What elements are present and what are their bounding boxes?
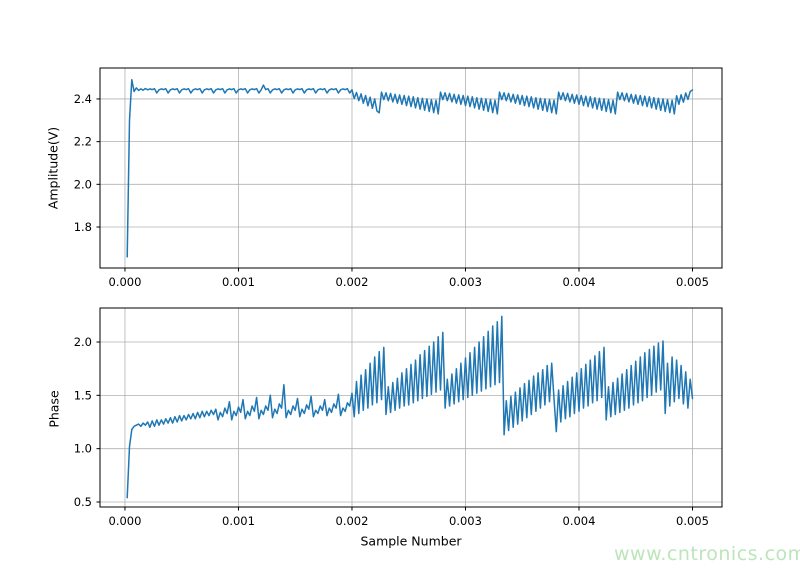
x-tick-label: 0.001 — [222, 514, 255, 528]
axes-frame — [99, 67, 723, 269]
x-tick-label: 0.004 — [563, 514, 596, 528]
amplitude-data-line — [126, 78, 694, 258]
y-tick-label: 2.0 — [74, 335, 92, 349]
x-tick-label: 0.004 — [563, 275, 596, 289]
x-tick-label: 0.001 — [222, 275, 255, 289]
x-tick-label: 0.003 — [449, 514, 482, 528]
x-tick-label: 0.005 — [676, 275, 709, 289]
y-tick-label: 2.0 — [74, 177, 92, 191]
x-tick-label: 0.003 — [449, 275, 482, 289]
y-tick-label: 1.0 — [74, 442, 92, 456]
y-tick-label: 1.5 — [74, 388, 92, 402]
y-tick-label: 2.2 — [74, 135, 92, 149]
y-tick-label: 0.5 — [74, 495, 92, 509]
x-tick-label: 0.002 — [336, 514, 369, 528]
x-tick-label: 0.002 — [336, 275, 369, 289]
x-tick-label: 0.005 — [676, 514, 709, 528]
x-tick-label: 0.000 — [109, 514, 142, 528]
y-tick-label: 1.8 — [74, 220, 92, 234]
x-tick-label: 0.000 — [109, 275, 142, 289]
phase-data-line — [126, 315, 694, 499]
axes-frame — [99, 307, 723, 508]
y-tick-label: 2.4 — [74, 92, 92, 106]
